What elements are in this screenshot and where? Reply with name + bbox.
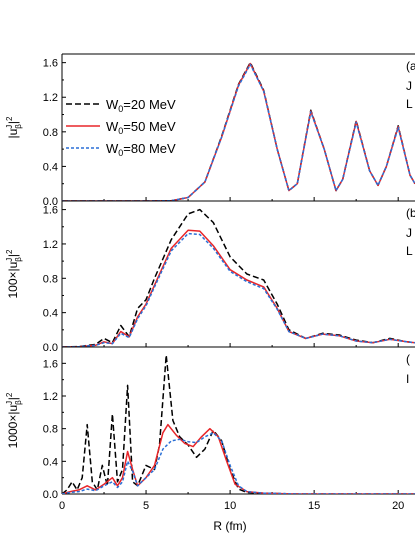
y-tick-label: 1.6 <box>43 205 58 217</box>
y-tick-label: 1.2 <box>43 239 58 251</box>
y-axis-label: |uJβ|2 <box>5 116 23 139</box>
panel-side-text: J <box>406 79 412 93</box>
series-line-blue-dash <box>62 432 415 494</box>
y-axis-label: 100×|uJβ|2 <box>5 249 23 299</box>
x-tick-label: 20 <box>392 500 404 512</box>
series-line-blue-dash <box>62 232 415 347</box>
x-tick-label: 10 <box>224 500 236 512</box>
panel-tag: (b <box>406 206 415 220</box>
y-tick-label: 0.0 <box>43 342 58 354</box>
y-tick-label: 0.4 <box>43 161 58 173</box>
panel-middle: 0.0 0.4 0.8 1.2 1.6 100×|uJβ|2 (b JL <box>5 200 415 354</box>
y-tick-label: 1.6 <box>43 358 58 370</box>
panel-side-text: J <box>406 226 412 240</box>
y-tick-label: 1.6 <box>43 58 58 70</box>
y-tick-label: 0.8 <box>43 424 58 436</box>
y-axis-label: 1000×|uJβ|2 <box>5 392 23 448</box>
x-axis-label: R (fm) <box>213 519 246 533</box>
y-tick-label: 0.0 <box>43 489 58 501</box>
panel-tag: (a <box>406 59 415 73</box>
panel-bottom: 0.0 0.4 0.8 1.2 1.6 1000×|uJβ|2 ( I 0 5 10 15 20 R (f… <box>5 346 415 533</box>
y-tick-label: 0.4 <box>43 308 58 320</box>
y-tick-label: 0.0 <box>43 196 58 208</box>
panel-side-text: L <box>406 244 413 258</box>
x-tick-label: 15 <box>308 500 320 512</box>
series-line-red-solid <box>62 229 415 347</box>
x-tick-label: 5 <box>143 500 149 512</box>
series-line-black-dash <box>62 354 415 494</box>
panel-side-text: L <box>406 97 413 111</box>
legend-label: W0=50 MeV <box>106 119 176 136</box>
y-tick-label: 1.2 <box>43 391 58 403</box>
x-tick-label: 0 <box>59 500 65 512</box>
legend-label: W0=20 MeV <box>106 97 176 114</box>
panel-side-text: I <box>406 372 409 386</box>
legend-label: W0=80 MeV <box>106 141 176 158</box>
series-line-blue-dash <box>62 63 415 201</box>
y-tick-label: 0.8 <box>43 127 58 139</box>
y-tick-label: 0.4 <box>43 456 58 468</box>
panel-top: 0.0 0.4 0.8 1.2 1.6 |uJβ|2 (a JL W0=20 MeV W0=50 … <box>5 53 415 208</box>
y-tick-label: 0.8 <box>43 273 58 285</box>
series-line-red-solid <box>62 423 415 494</box>
panel-tag: ( <box>406 352 410 366</box>
y-tick-label: 1.2 <box>43 92 58 104</box>
series-line-black-dash <box>62 208 415 347</box>
